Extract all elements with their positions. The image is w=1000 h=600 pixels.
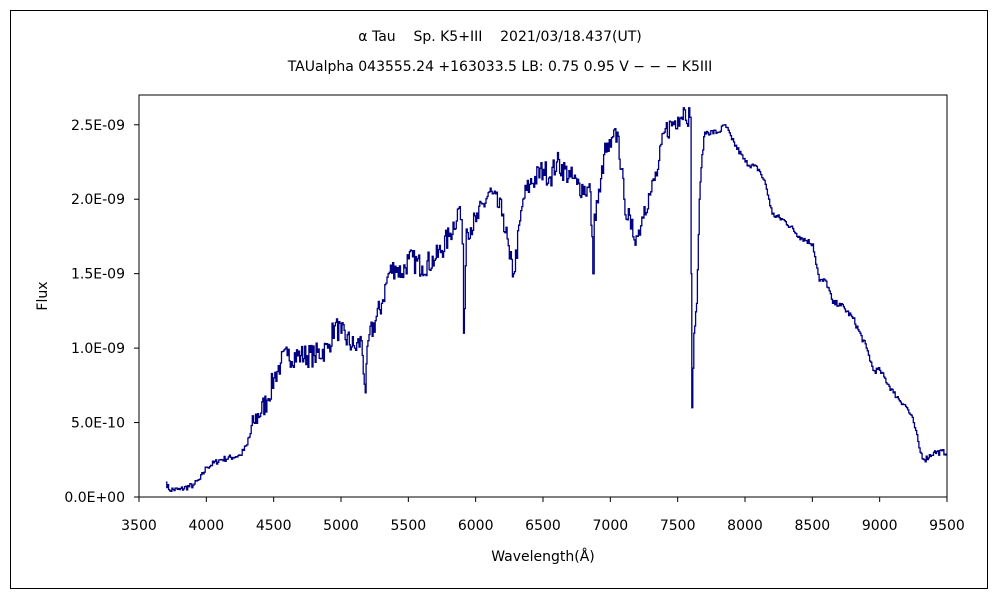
y-tick-label: 2.0E-09: [71, 192, 125, 208]
x-tick-label: 4500: [256, 518, 292, 534]
plot-area: [138, 94, 948, 498]
x-tick-label: 8500: [795, 518, 831, 534]
y-tick-label: 1.0E-09: [71, 341, 125, 357]
y-tick-label: 2.5E-09: [71, 118, 125, 134]
y-tick-label: 5.0E-10: [71, 416, 125, 432]
chart-title: α Tau Sp. K5+III 2021/03/18.437(UT): [358, 29, 642, 45]
x-tick-label: 7500: [660, 518, 696, 534]
chart-frame: [10, 10, 988, 589]
x-tick-label: 6000: [458, 518, 494, 534]
x-tick-label: 7000: [593, 518, 629, 534]
x-tick-label: 8000: [727, 518, 763, 534]
spectrum-line: [165, 107, 947, 492]
chart-subtitle: TAUalpha 043555.24 +163033.5 LB: 0.75 0.…: [287, 59, 713, 75]
x-tick-label: 3500: [121, 518, 157, 534]
y-tick-label: 0.0E+00: [64, 490, 125, 506]
x-tick-label: 4000: [189, 518, 225, 534]
x-tick-label: 9000: [862, 518, 898, 534]
x-tick-label: 9500: [929, 518, 965, 534]
y-tick-label: 1.5E-09: [71, 267, 125, 283]
y-axis-label: Flux: [35, 281, 51, 310]
x-tick-label: 5500: [391, 518, 427, 534]
x-tick-label: 5000: [323, 518, 359, 534]
x-axis-label: Wavelength(Å): [491, 548, 595, 565]
x-tick-label: 6500: [525, 518, 561, 534]
